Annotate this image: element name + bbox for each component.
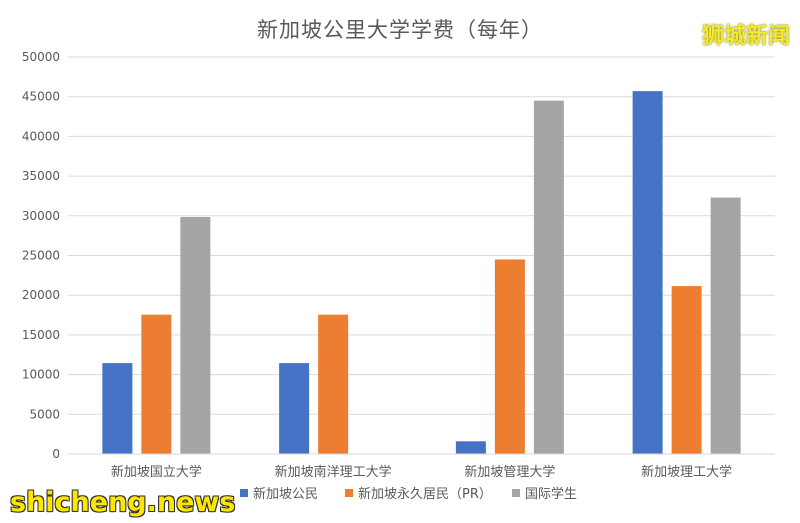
legend-swatch (345, 489, 353, 497)
y-tick-label: 35000 (22, 169, 60, 183)
bar-series-1-cat-3 (671, 286, 702, 454)
chart-title: 新加坡公里大学学费（每年） (257, 18, 543, 42)
y-tick-label: 30000 (22, 209, 60, 223)
y-tick-label: 25000 (22, 249, 60, 263)
y-tick-label: 40000 (22, 129, 60, 143)
y-tick-label: 20000 (22, 288, 60, 302)
watermark-logo-bottom: shicheng.news (10, 487, 236, 518)
bar-series-1-cat-0 (141, 314, 172, 454)
x-tick-label: 新加坡国立大学 (111, 464, 202, 480)
legend-label: 新加坡公民 (253, 486, 318, 502)
bar-series-2-cat-3 (710, 197, 741, 454)
bar-series-0-cat-1 (279, 363, 310, 454)
bar-series-0-cat-2 (455, 441, 486, 454)
legend-label: 新加坡永久居民（PR） (358, 486, 492, 502)
bar-series-2-cat-2 (533, 100, 564, 455)
y-tick-label: 10000 (22, 368, 60, 382)
bar-series-1-cat-2 (494, 259, 525, 454)
legend-swatch (240, 489, 248, 497)
bar-series-0-cat-0 (102, 363, 133, 454)
x-tick-label: 新加坡理工大学 (641, 464, 732, 480)
y-tick-label: 50000 (22, 50, 60, 64)
bar-series-0-cat-3 (632, 91, 663, 454)
legend-label: 国际学生 (525, 486, 577, 502)
y-tick-label: 5000 (29, 407, 60, 421)
y-tick-label: 45000 (22, 90, 60, 104)
bar-series-1-cat-1 (318, 314, 349, 454)
y-tick-label: 0 (52, 447, 60, 461)
watermark-logo-top: 狮城新闻 (701, 24, 790, 49)
x-tick-label: 新加坡管理大学 (464, 464, 555, 480)
bar-series-2-cat-0 (180, 216, 211, 454)
x-tick-label: 新加坡南洋理工大学 (275, 464, 392, 480)
y-tick-label: 15000 (22, 328, 60, 342)
legend-swatch (512, 489, 520, 497)
